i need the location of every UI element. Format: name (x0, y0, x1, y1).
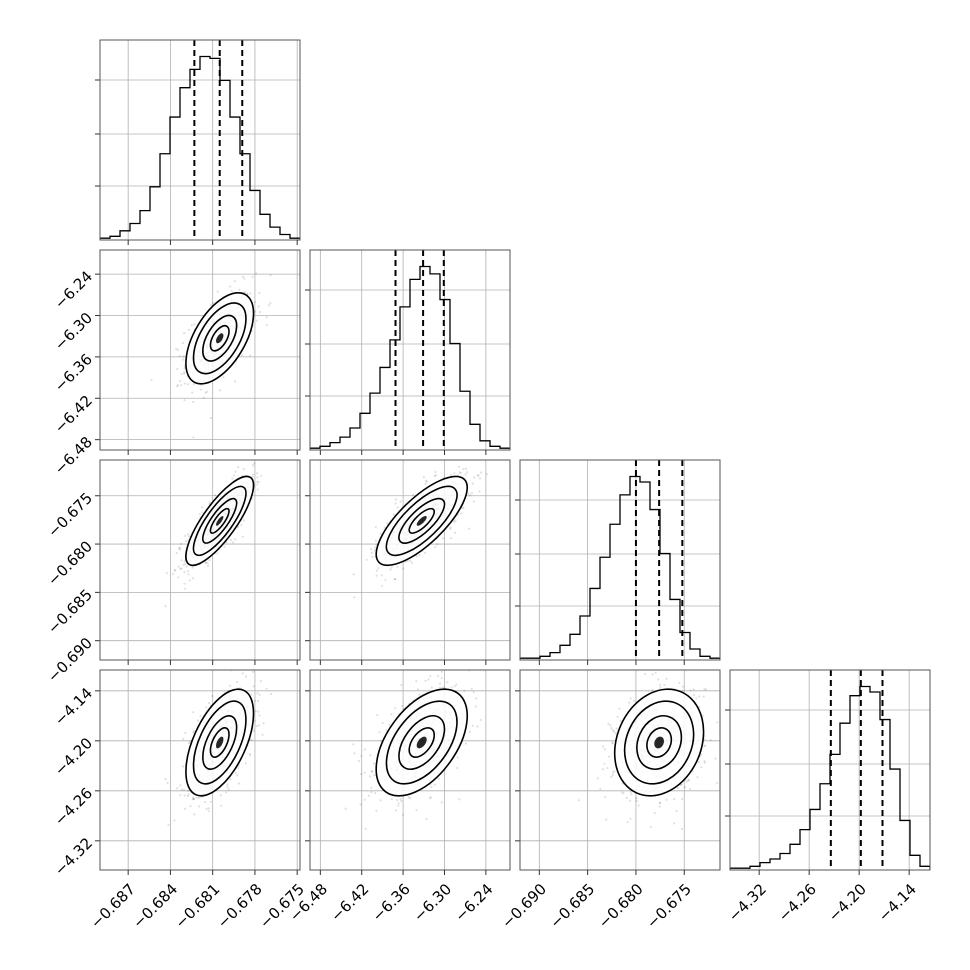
contour-level-0 (375, 688, 469, 797)
y-tick-label: −6.42 (51, 392, 96, 437)
contour-level-4 (654, 736, 665, 749)
panel-2-1 (305, 459, 511, 665)
contour-level-1 (385, 485, 458, 557)
contour-level-3 (209, 727, 230, 758)
panel-3-2: −0.690−0.685−0.680−0.675 (498, 669, 721, 932)
panel-3-3: −4.32 −4.26 −4.20 −4.14 (725, 669, 931, 925)
panel-0-0 (95, 39, 301, 245)
contour-level-1 (192, 485, 247, 557)
y-tick-label: −4.14 (51, 684, 96, 729)
panel-frame (309, 249, 511, 451)
histogram-0 (100, 55, 300, 240)
contour-level-2 (636, 715, 683, 770)
contour-level-4 (216, 333, 224, 344)
y-tick-label: −0.680 (44, 537, 96, 589)
x-tick-label: −0.684 (129, 880, 181, 932)
x-tick-label: −6.36 (369, 880, 414, 925)
histogram-1 (310, 265, 510, 450)
panel-frame (519, 669, 721, 871)
contour-level-3 (408, 507, 436, 534)
contour-level-1 (192, 700, 247, 785)
panel-2-0: −0.690−0.685−0.680−0.675 (44, 459, 301, 686)
panel-frame (309, 669, 511, 871)
contour-level-0 (185, 688, 255, 797)
y-tick-label: −0.675 (44, 489, 96, 541)
contour-level-0 (185, 291, 255, 385)
contour-level-4 (416, 736, 427, 749)
contour-level-1 (385, 700, 458, 785)
x-tick-label: −6.24 (451, 880, 496, 925)
panel-1-0: −6.48−6.42−6.36−6.30−6.24 (51, 249, 301, 478)
panel-frame (729, 669, 931, 871)
contour-level-0 (185, 475, 255, 567)
contour-level-3 (209, 324, 230, 352)
x-tick-label: −4.26 (775, 880, 820, 925)
contour-level-0 (613, 688, 705, 797)
x-tick-label: −0.690 (498, 880, 550, 932)
y-tick-label: −0.685 (44, 586, 96, 638)
x-tick-label: −0.675 (643, 880, 695, 932)
x-tick-label: −6.30 (410, 880, 455, 925)
panel-frame (99, 669, 301, 871)
contour-level-2 (202, 497, 238, 544)
x-tick-label: −4.32 (725, 880, 770, 925)
x-tick-label: −4.14 (875, 880, 920, 925)
contour-level-3 (646, 727, 673, 758)
contour-level-4 (216, 736, 224, 749)
contour-level-2 (202, 314, 238, 362)
y-tick-label: −6.30 (51, 309, 96, 354)
y-tick-label: −4.20 (51, 734, 96, 779)
panel-frame (99, 459, 301, 661)
contour-level-2 (398, 715, 446, 770)
x-tick-label: −6.42 (327, 880, 372, 925)
contour-level-3 (408, 727, 436, 758)
contour-level-4 (216, 515, 224, 526)
panel-2-2 (515, 459, 721, 665)
y-tick-label: −6.36 (51, 350, 96, 395)
y-tick-label: −6.24 (51, 267, 96, 312)
x-tick-label: −0.687 (87, 880, 139, 932)
contour-level-1 (623, 700, 695, 785)
contour-level-3 (209, 507, 230, 534)
y-tick-label: −0.690 (44, 634, 96, 686)
contour-level-4 (416, 515, 427, 526)
x-tick-label: −0.685 (546, 880, 598, 932)
contour-level-2 (202, 715, 238, 770)
y-tick-label: −4.26 (51, 784, 96, 829)
contour-level-2 (398, 497, 446, 544)
panel-3-1: −6.48−6.42−6.36−6.30−6.24 (286, 669, 511, 925)
y-tick-label: −4.32 (51, 834, 96, 879)
x-tick-label: −0.681 (171, 880, 223, 932)
panel-3-0: −0.687−0.684−0.681−0.678−0.675−4.32−4.26… (51, 669, 308, 932)
panel-frame (99, 39, 301, 241)
panel-frame (99, 249, 301, 451)
panel-frame (519, 459, 721, 661)
x-tick-label: −0.680 (595, 880, 647, 932)
panel-1-1 (305, 249, 511, 455)
contour-level-1 (192, 302, 247, 375)
histogram-2 (520, 475, 720, 660)
x-tick-label: −4.20 (825, 880, 870, 925)
panel-frame (309, 459, 511, 661)
x-tick-label: −0.678 (214, 880, 266, 932)
contour-level-0 (375, 475, 469, 567)
y-tick-label: −6.48 (51, 433, 96, 478)
